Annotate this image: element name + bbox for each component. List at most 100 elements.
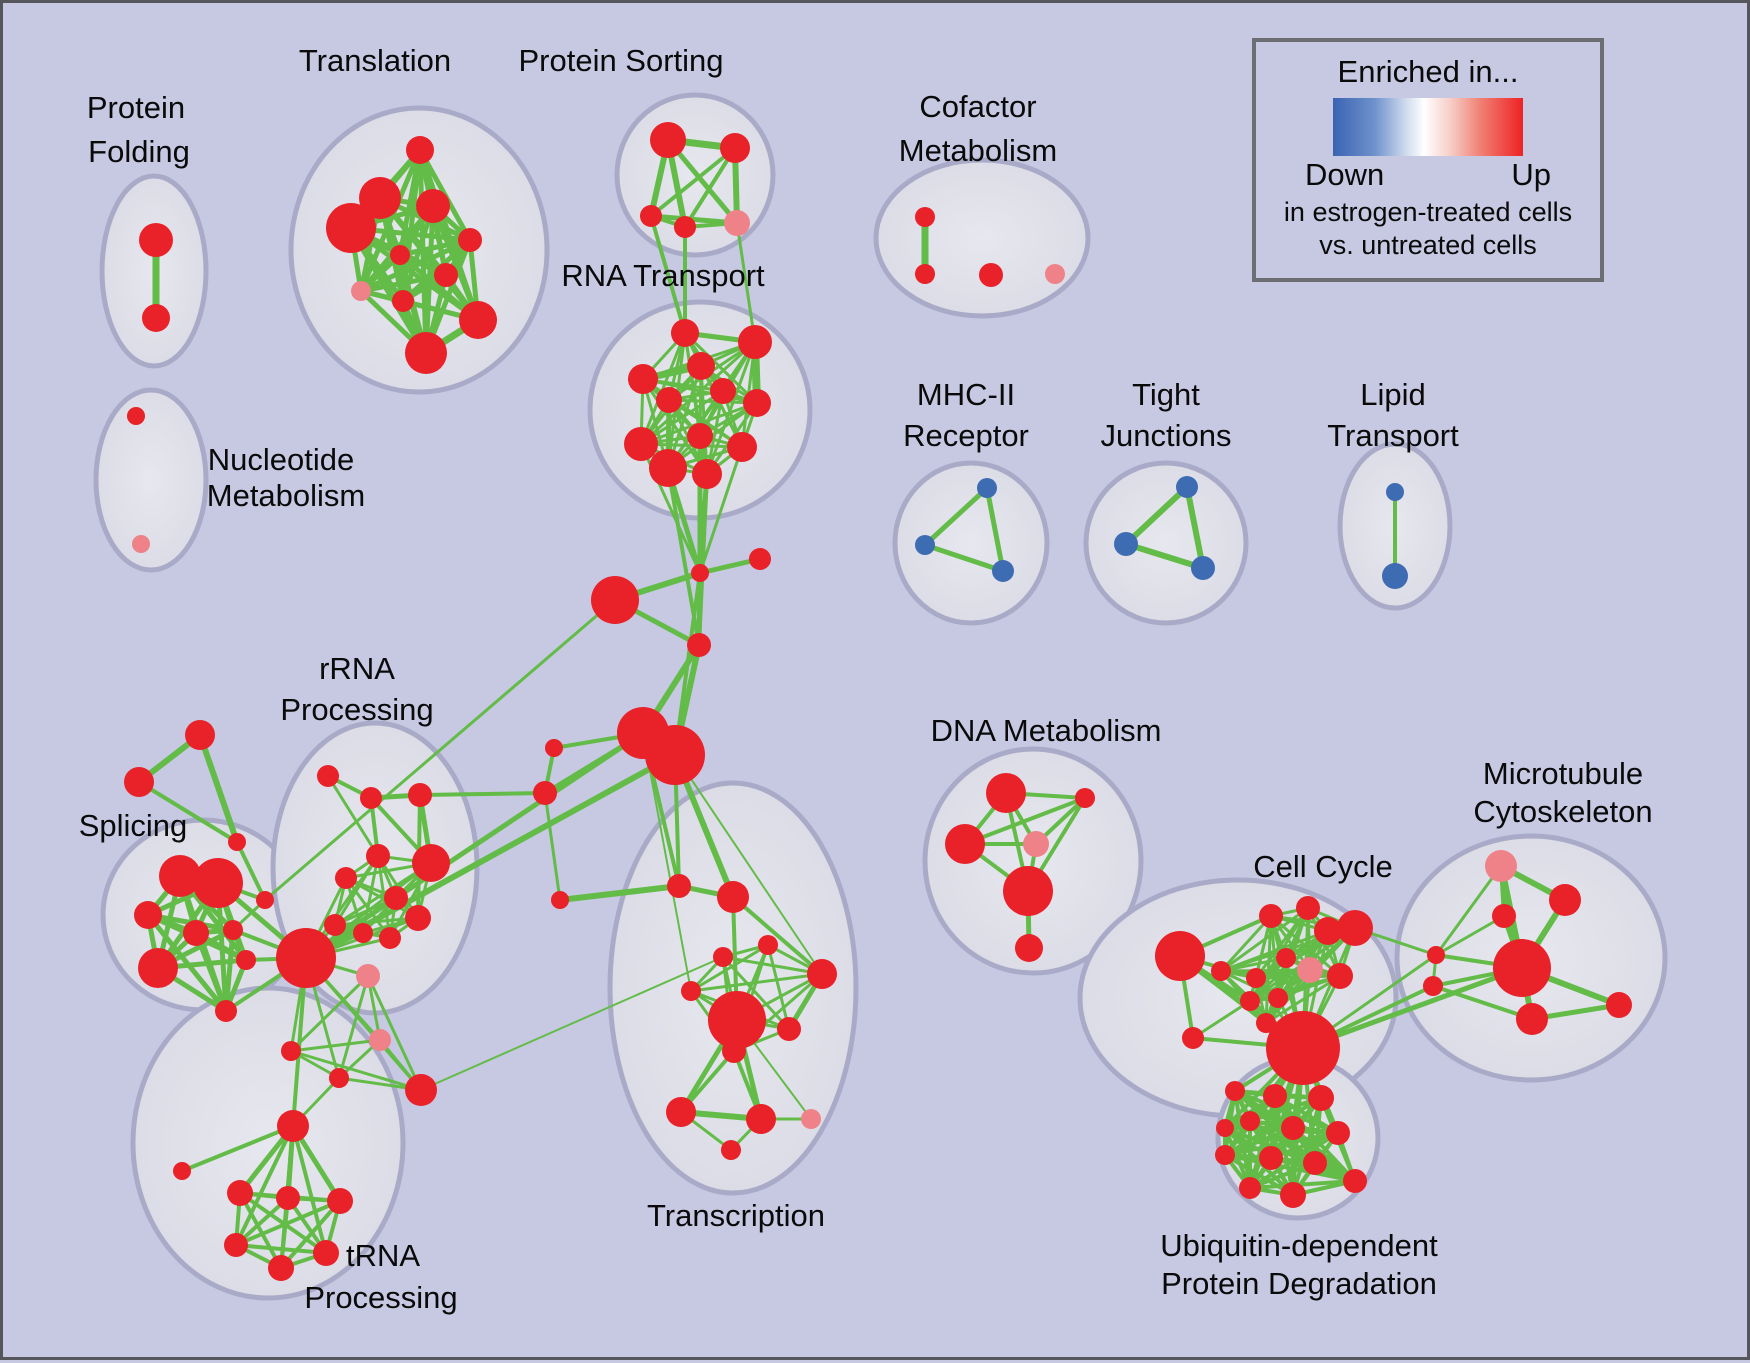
network-node-10 <box>434 263 458 287</box>
network-node-64 <box>317 765 339 787</box>
network-edge <box>1219 906 1310 973</box>
network-node-97 <box>777 1017 801 1041</box>
network-node-2 <box>127 407 145 425</box>
network-node-138 <box>1215 1145 1235 1165</box>
network-edge <box>1184 484 1206 571</box>
network-node-90 <box>667 874 691 898</box>
network-node-112 <box>1314 917 1342 945</box>
network-edge <box>1123 484 1190 547</box>
network-node-101 <box>801 1109 821 1129</box>
network-node-94 <box>807 959 837 989</box>
network-node-131 <box>1423 976 1443 996</box>
network-node-49 <box>645 725 705 785</box>
network-node-41 <box>1191 556 1215 580</box>
cluster-label-cofactor-metabolism: Cofactor <box>919 89 1036 124</box>
network-edge <box>689 943 770 993</box>
legend: Enriched in... Down Up in estrogen-treat… <box>1252 38 1604 282</box>
network-node-47 <box>687 633 711 657</box>
network-node-83 <box>227 1180 253 1206</box>
network-node-67 <box>366 844 390 868</box>
network-edge <box>238 1191 283 1270</box>
network-node-63 <box>256 891 274 909</box>
network-node-17 <box>640 205 662 227</box>
network-node-4 <box>406 136 434 164</box>
network-node-32 <box>624 427 658 461</box>
network-edge <box>289 974 370 1053</box>
network-edge <box>683 146 737 229</box>
network-node-111 <box>1296 896 1320 920</box>
network-node-77 <box>405 1074 437 1106</box>
cluster-label-lipid-transport: Lipid <box>1360 377 1426 412</box>
network-node-130 <box>1427 946 1445 964</box>
network-edge <box>366 974 423 1092</box>
network-node-46 <box>749 548 771 570</box>
network-node-14 <box>405 332 447 374</box>
network-node-93 <box>713 947 733 967</box>
cluster-ellipse-nucleotide-metabolism <box>93 387 209 573</box>
network-node-58 <box>183 920 209 946</box>
network-node-104 <box>1075 788 1095 808</box>
network-node-144 <box>1216 1119 1234 1137</box>
network-edge <box>1223 1131 1340 1157</box>
network-node-45 <box>691 564 709 582</box>
network-node-100 <box>746 1104 776 1134</box>
network-edge <box>649 214 687 335</box>
network-edge <box>1434 914 1506 957</box>
network-edge <box>984 485 1006 574</box>
network-edge <box>674 754 823 975</box>
network-node-102 <box>721 1140 741 1160</box>
legend-title: Enriched in... <box>1337 54 1519 89</box>
network-node-88 <box>268 1255 294 1281</box>
network-node-7 <box>326 203 376 253</box>
network-node-38 <box>992 560 1014 582</box>
cluster-label-trna-processing: tRNA <box>346 1238 420 1273</box>
network-node-21 <box>915 264 935 284</box>
network-node-79 <box>281 1041 301 1061</box>
network-node-108 <box>1015 934 1043 962</box>
network-node-91 <box>551 891 569 909</box>
network-node-122 <box>1182 1027 1204 1049</box>
cluster-label-protein-sorting: Protein Sorting <box>518 43 723 78</box>
cluster-label-tight-junctions: Junctions <box>1101 418 1232 453</box>
network-edge <box>735 221 757 344</box>
network-edge <box>922 485 990 548</box>
network-node-68 <box>335 867 357 889</box>
network-node-22 <box>979 263 1003 287</box>
cluster-labels-layer: Protein Folding Translation Protein Sorting… <box>79 43 1653 1315</box>
network-edge <box>648 213 740 226</box>
network-edge <box>1123 541 1206 571</box>
cluster-label-nucleotide-metabolism: Metabolism <box>207 478 366 513</box>
cluster-label-nucleotide-metabolism: Nucleotide <box>208 442 354 477</box>
network-node-66 <box>408 783 432 807</box>
network-node-31 <box>687 423 713 449</box>
network-edge <box>1219 956 1288 973</box>
network-edge <box>963 796 1087 846</box>
network-edge <box>223 927 236 1014</box>
network-edge <box>234 1124 295 1247</box>
network-node-92 <box>758 935 778 955</box>
network-node-141 <box>1239 1177 1261 1199</box>
legend-subtitle-line1: in estrogen-treated cells <box>1283 197 1573 227</box>
network-node-65 <box>360 787 382 809</box>
network-node-73 <box>353 923 373 943</box>
cluster-label-lipid-transport: Transport <box>1327 418 1459 453</box>
network-node-34 <box>649 449 687 487</box>
network-node-85 <box>327 1188 353 1214</box>
network-edge <box>698 445 744 575</box>
network-node-126 <box>1492 904 1516 928</box>
network-node-115 <box>1276 948 1296 968</box>
network-node-37 <box>915 535 935 555</box>
network-edge <box>1219 914 1273 973</box>
legend-gradient-bar <box>1333 98 1523 156</box>
network-node-55 <box>159 855 201 897</box>
network-node-26 <box>628 364 658 394</box>
cluster-label-dna-metabolism: DNA Metabolism <box>931 713 1162 748</box>
network-node-134 <box>1308 1085 1334 1111</box>
network-edge <box>235 840 267 902</box>
network-node-1 <box>142 304 170 332</box>
network-edge <box>766 943 791 1031</box>
network-edge <box>1264 974 1342 1025</box>
network-node-140 <box>1303 1151 1327 1175</box>
network-node-86 <box>224 1233 248 1257</box>
network-node-40 <box>1114 532 1138 556</box>
